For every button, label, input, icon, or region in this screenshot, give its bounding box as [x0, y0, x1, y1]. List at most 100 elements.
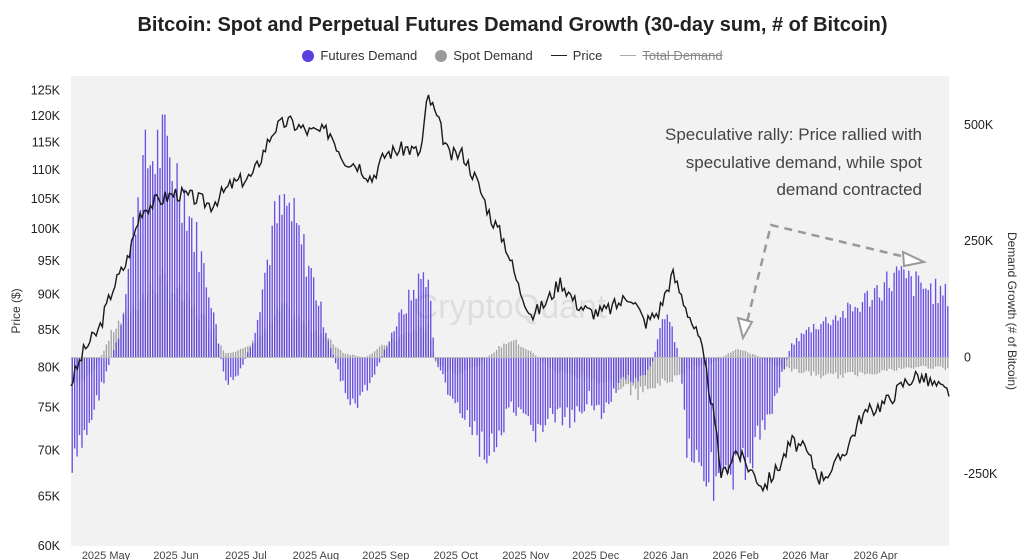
- plot-area: [71, 76, 949, 546]
- futures-bar: [78, 357, 81, 436]
- futures-bar: [686, 357, 688, 458]
- total-line-icon: [620, 55, 637, 56]
- futures-bar: [578, 357, 581, 412]
- futures-bar: [166, 135, 169, 358]
- legend-item-price[interactable]: Price: [550, 48, 602, 63]
- spot-bar: [527, 350, 529, 358]
- futures-bar: [322, 327, 325, 358]
- futures-bar: [532, 357, 534, 432]
- futures-bar: [117, 338, 120, 358]
- spot-bar: [434, 357, 437, 362]
- spot-bar: [525, 349, 527, 358]
- futures-bar: [691, 357, 693, 462]
- futures-bar: [303, 234, 305, 358]
- futures-bar: [856, 307, 859, 358]
- futures-bar: [622, 357, 625, 377]
- legend-item-total[interactable]: Total Demand: [620, 48, 723, 63]
- futures-bar: [344, 357, 347, 394]
- legend-item-spot[interactable]: Spot Demand: [435, 48, 533, 63]
- futures-bar: [264, 272, 266, 358]
- futures-bar: [637, 357, 639, 382]
- futures-bar: [76, 357, 78, 457]
- futures-bar: [220, 357, 222, 360]
- spot-bar: [891, 357, 893, 370]
- futures-bar: [386, 347, 388, 358]
- futures-bar: [371, 357, 373, 378]
- futures-bar: [905, 278, 907, 358]
- x-tick-label: 2025 Sep: [362, 550, 409, 560]
- spot-bar: [512, 340, 515, 358]
- spot-bar: [498, 346, 500, 358]
- futures-bar: [127, 268, 129, 358]
- spot-bar: [495, 349, 498, 358]
- futures-bar: [937, 303, 939, 358]
- futures-bar: [910, 276, 912, 358]
- futures-bar: [642, 357, 644, 376]
- futures-bar: [288, 202, 290, 358]
- spot-bar: [647, 357, 649, 390]
- futures-bar: [644, 357, 647, 376]
- futures-bar: [581, 357, 583, 414]
- futures-bar: [583, 357, 586, 412]
- legend: Futures Demand Spot Demand Price Total D…: [0, 48, 1025, 63]
- futures-bar: [537, 357, 539, 424]
- right-tick-label: 0: [964, 351, 971, 365]
- futures-bar: [754, 357, 756, 438]
- spot-bar: [234, 351, 237, 358]
- spot-bar: [834, 357, 837, 373]
- futures-bar: [732, 357, 734, 490]
- futures-bar: [571, 357, 573, 410]
- futures-bar: [912, 296, 915, 358]
- legend-item-futures[interactable]: Futures Demand: [302, 48, 417, 63]
- spot-bar: [854, 357, 856, 375]
- futures-bar: [164, 114, 166, 358]
- annotation-arrows: [742, 223, 919, 335]
- futures-bar: [295, 222, 298, 358]
- futures-bar: [527, 357, 529, 417]
- futures-bar: [720, 357, 722, 474]
- spot-bar: [869, 357, 871, 374]
- futures-bar: [213, 312, 215, 358]
- futures-bar: [86, 357, 88, 435]
- futures-bar: [215, 324, 217, 358]
- futures-bar: [203, 263, 205, 358]
- futures-bar: [356, 357, 359, 408]
- futures-bar: [669, 321, 671, 358]
- futures-bar: [369, 357, 371, 384]
- spot-bar: [873, 357, 876, 375]
- x-tick-label: 2025 May: [82, 550, 131, 560]
- futures-bar: [666, 314, 668, 358]
- futures-bar: [842, 310, 844, 358]
- futures-bar: [520, 357, 522, 410]
- futures-bar: [566, 357, 568, 408]
- spot-bar: [515, 339, 517, 358]
- futures-bar: [830, 325, 832, 358]
- futures-bar: [276, 223, 278, 358]
- futures-bar: [903, 269, 905, 358]
- spot-bar: [920, 357, 922, 367]
- futures-bar: [388, 342, 390, 358]
- futures-bar: [664, 319, 666, 358]
- spot-bar: [793, 357, 795, 369]
- futures-bar: [256, 319, 259, 358]
- futures-bar: [844, 318, 847, 358]
- spot-bar: [832, 357, 834, 375]
- price-line-icon: [550, 55, 567, 56]
- futures-bar: [339, 357, 342, 382]
- x-tick-label: 2026 Mar: [782, 550, 829, 560]
- futures-bar: [454, 357, 456, 404]
- spot-bar: [878, 357, 881, 373]
- left-tick-label: 115K: [32, 135, 61, 149]
- futures-bar: [751, 357, 754, 469]
- spot-bar: [939, 357, 942, 367]
- futures-bar: [778, 357, 781, 388]
- spot-bar: [725, 355, 727, 358]
- futures-bar: [508, 357, 510, 408]
- left-tick-label: 80K: [38, 361, 61, 375]
- futures-bar: [930, 283, 932, 358]
- futures-bar: [786, 357, 788, 360]
- spot-bar: [898, 357, 900, 368]
- futures-bar: [815, 329, 817, 358]
- futures-bar: [349, 357, 351, 406]
- futures-bar: [725, 357, 727, 466]
